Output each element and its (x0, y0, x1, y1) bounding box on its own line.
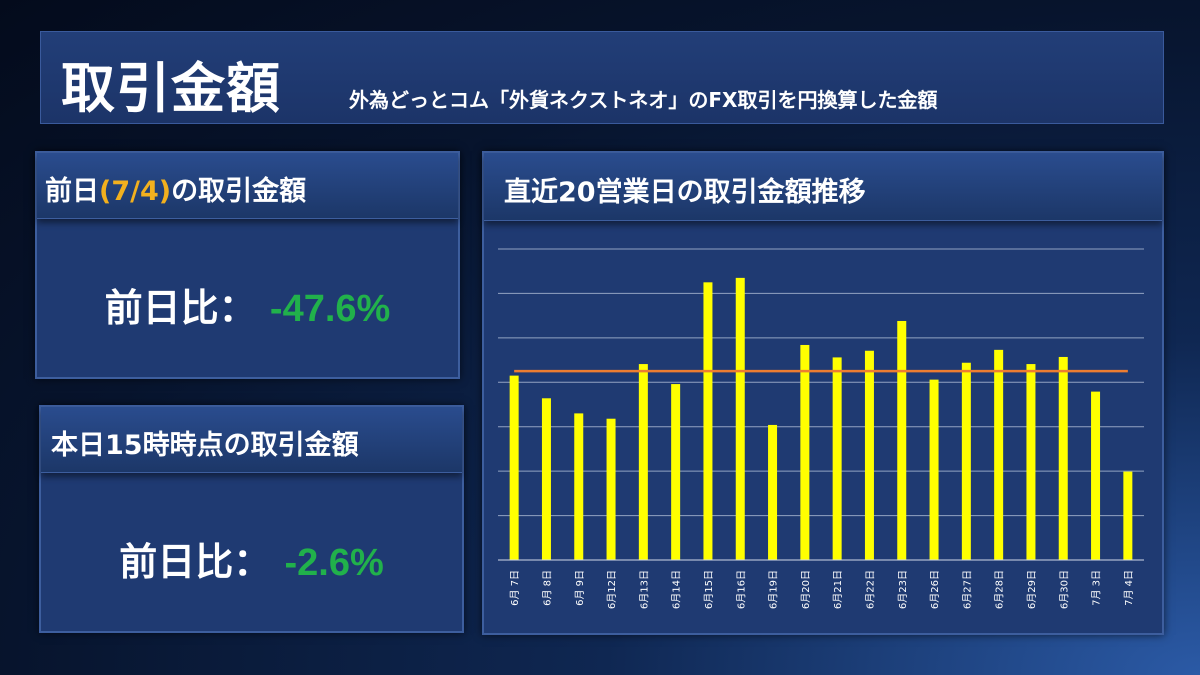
bar-10 (800, 344, 810, 560)
x-tick-label: 6月29日 (1026, 570, 1038, 609)
bar-17 (1026, 364, 1036, 560)
x-tick-label: 6月30日 (1058, 570, 1070, 609)
x-tick-label: 6月22日 (864, 570, 876, 609)
bar-15 (961, 362, 971, 560)
x-tick-label: 6月 9日 (574, 570, 586, 606)
bar-19 (1091, 391, 1101, 560)
x-tick-label: 6月13日 (638, 570, 650, 609)
bar-8 (735, 277, 745, 560)
bar-18 (1058, 356, 1068, 560)
page-title: 取引金額 (61, 57, 281, 120)
x-tick-label: 6月14日 (671, 570, 683, 609)
today-panel-title: 本日15時時点の取引金額 (41, 407, 462, 473)
bar-1 (509, 375, 519, 560)
x-tick-label: 6月 8日 (541, 570, 553, 606)
x-tick-label: 6月19日 (768, 570, 780, 609)
bar-16 (994, 349, 1004, 560)
bar-2 (541, 398, 551, 560)
bar-11 (832, 357, 842, 560)
x-tick-label: 6月12日 (606, 570, 618, 609)
x-tick-label: 7月 4日 (1123, 570, 1135, 606)
page-subtitle: 外為どっとコム「外貨ネクストネオ」のFX取引を円換算した金額 (349, 88, 938, 112)
x-tick-label: 6月16日 (735, 570, 747, 609)
x-tick-label: 6月23日 (897, 570, 909, 609)
today-label: 前日比： (119, 540, 272, 584)
x-tick-label: 6月15日 (703, 570, 715, 609)
trend-panel-title: 直近20営業日の取引金額推移 (484, 153, 1162, 221)
x-tick-label: 7月 3日 (1091, 570, 1103, 606)
x-tick-label: 6月26日 (929, 570, 941, 609)
x-tick-label: 6月21日 (832, 570, 844, 609)
prev-day-panel-title: 前日(7/4)の取引金額 (37, 153, 458, 219)
bar-6 (671, 384, 681, 560)
bar-3 (574, 413, 584, 560)
bar-13 (897, 320, 907, 560)
bar-20 (1123, 471, 1133, 560)
title-banner: 取引金額 外為どっとコム「外貨ネクストネオ」のFX取引を円換算した金額 (40, 31, 1164, 124)
bar-4 (606, 418, 616, 560)
bar-9 (768, 424, 778, 560)
bar-5 (638, 364, 648, 560)
bar-14 (929, 379, 939, 560)
x-tick-label: 6月 7日 (509, 570, 521, 606)
prev-day-value: -47.6% (269, 288, 391, 330)
trend-panel: 6月 7日 6月 8日 6月 9日 6月12日 6月13日 6月14日 6月15日 6月16日… (482, 151, 1164, 635)
today-stat: 前日比： -2.6% (41, 531, 462, 586)
x-tick-label: 6月28日 (994, 570, 1006, 609)
prev-day-stat: 前日比： -47.6% (37, 277, 458, 332)
bar-12 (864, 350, 874, 560)
x-tick-label: 6月20日 (800, 570, 812, 609)
prev-day-label: 前日比： (104, 286, 257, 330)
prev-day-title-before: 前日 (45, 176, 99, 207)
prev-day-title-date: (7/4) (99, 176, 172, 207)
prev-day-panel: 前日(7/4)の取引金額 前日比： -47.6% (35, 151, 460, 379)
today-value: -2.6% (284, 542, 384, 584)
bar-7 (703, 282, 713, 560)
today-panel: 本日15時時点の取引金額 前日比： -2.6% (39, 405, 464, 633)
trend-chart: 6月 7日 6月 8日 6月 9日 6月12日 6月13日 6月14日 6月15日 6月16日… (498, 248, 1144, 609)
prev-day-title-after: の取引金額 (171, 176, 307, 207)
x-tick-label: 6月27日 (961, 570, 973, 609)
